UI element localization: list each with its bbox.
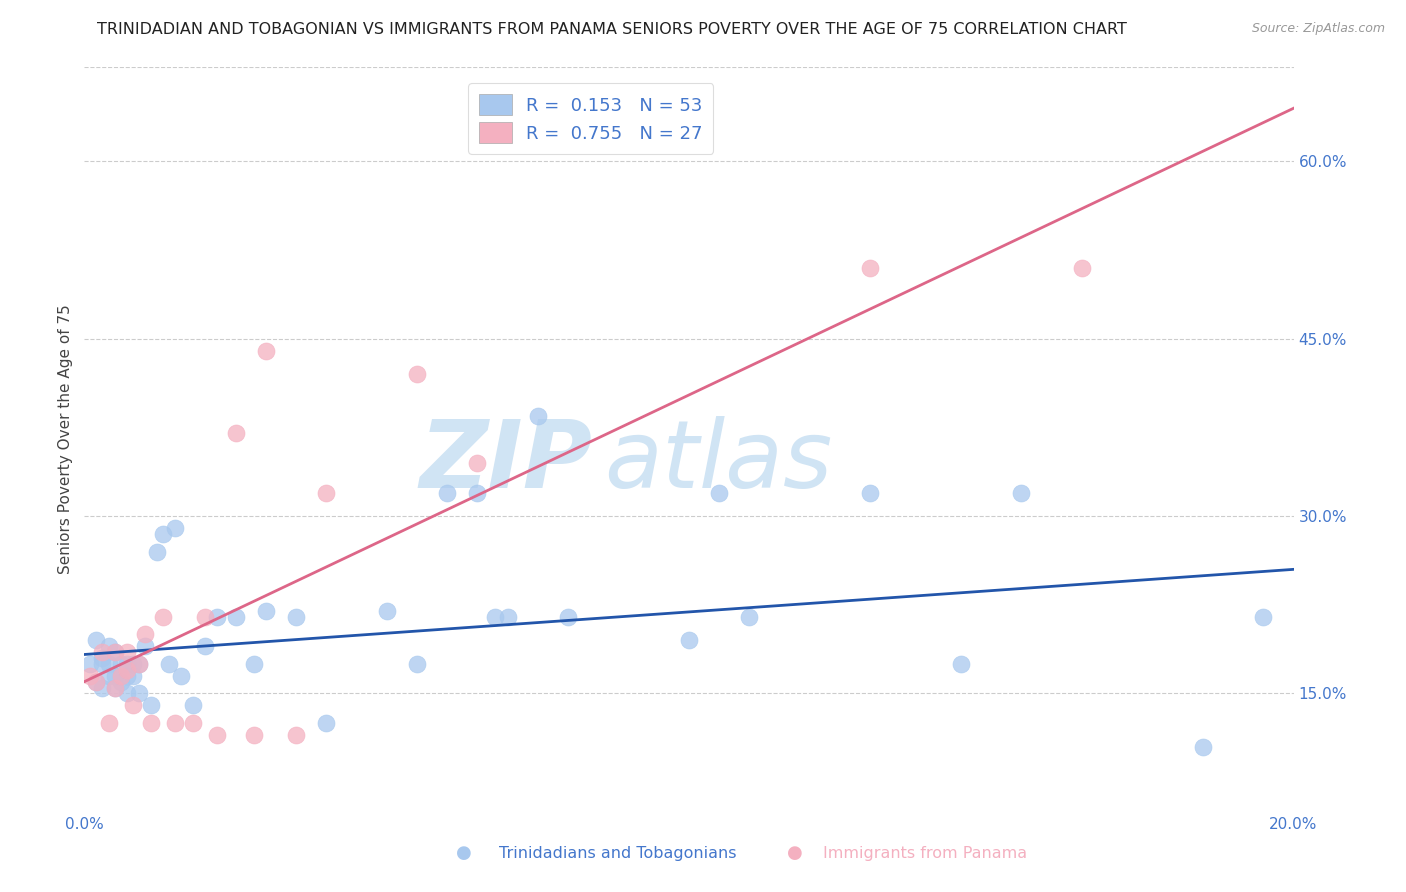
Point [139,716,162,731]
Point [242,728,264,742]
Point [242,657,264,671]
Text: ●: ● [456,844,472,862]
Point [254,343,277,358]
Point [79,669,101,683]
Point [406,368,429,382]
Point [110,657,132,671]
Point [170,669,193,683]
Point [115,645,138,659]
Text: TRINIDADIAN AND TOBAGONIAN VS IMMIGRANTS FROM PANAMA SENIORS POVERTY OVER THE AG: TRINIDADIAN AND TOBAGONIAN VS IMMIGRANTS… [97,22,1126,37]
Point [181,698,204,713]
Point [91,651,114,665]
Point [375,604,398,618]
Point [91,681,114,695]
Point [165,716,187,731]
Point [678,633,700,648]
Point [121,669,143,683]
Point [97,639,120,653]
Y-axis label: Seniors Poverty Over the Age of 75: Seniors Poverty Over the Age of 75 [58,304,73,574]
Point [950,657,973,671]
Point [1253,609,1275,624]
Point [104,645,127,659]
Point [165,521,187,535]
Point [285,609,308,624]
Text: atlas: atlas [605,417,832,508]
Text: ●: ● [786,844,803,862]
Point [467,485,489,500]
Point [527,409,550,423]
Text: Trinidadians and Tobagonians: Trinidadians and Tobagonians [499,847,737,861]
Text: Source: ZipAtlas.com: Source: ZipAtlas.com [1251,22,1385,36]
Point [225,609,247,624]
Point [467,456,489,470]
Point [315,485,337,500]
Point [436,485,458,500]
Point [115,657,138,671]
Point [86,674,108,689]
Point [128,657,150,671]
Point [859,260,882,275]
Point [115,663,138,677]
Point [110,669,132,683]
Point [207,728,229,742]
Legend: R =  0.153   N = 53, R =  0.755   N = 27: R = 0.153 N = 53, R = 0.755 N = 27 [468,83,713,154]
Point [207,609,229,624]
Point [91,645,114,659]
Point [181,716,204,731]
Point [315,716,337,731]
Point [110,674,132,689]
Point [859,485,882,500]
Point [194,639,217,653]
Point [225,426,247,441]
Point [121,657,143,671]
Point [104,669,127,683]
Point [254,604,277,618]
Point [557,609,579,624]
Point [86,674,108,689]
Point [738,609,761,624]
Point [104,645,127,659]
Point [1011,485,1033,500]
Point [121,698,143,713]
Point [86,633,108,648]
Point [134,639,156,653]
Point [285,728,308,742]
Text: Immigrants from Panama: Immigrants from Panama [823,847,1026,861]
Point [128,657,150,671]
Point [1192,739,1215,754]
Point [496,609,519,624]
Point [1071,260,1094,275]
Point [157,657,180,671]
Point [79,657,101,671]
Point [97,669,120,683]
Point [152,527,174,541]
Point [484,609,506,624]
Point [104,681,127,695]
Point [115,669,138,683]
Point [709,485,731,500]
Point [104,681,127,695]
Point [152,609,174,624]
Text: ZIP: ZIP [419,416,592,508]
Point [110,669,132,683]
Point [97,657,120,671]
Point [97,716,120,731]
Point [139,698,162,713]
Point [91,657,114,671]
Point [128,686,150,700]
Point [194,609,217,624]
Point [134,627,156,641]
Point [146,544,169,558]
Point [406,657,429,671]
Point [115,686,138,700]
